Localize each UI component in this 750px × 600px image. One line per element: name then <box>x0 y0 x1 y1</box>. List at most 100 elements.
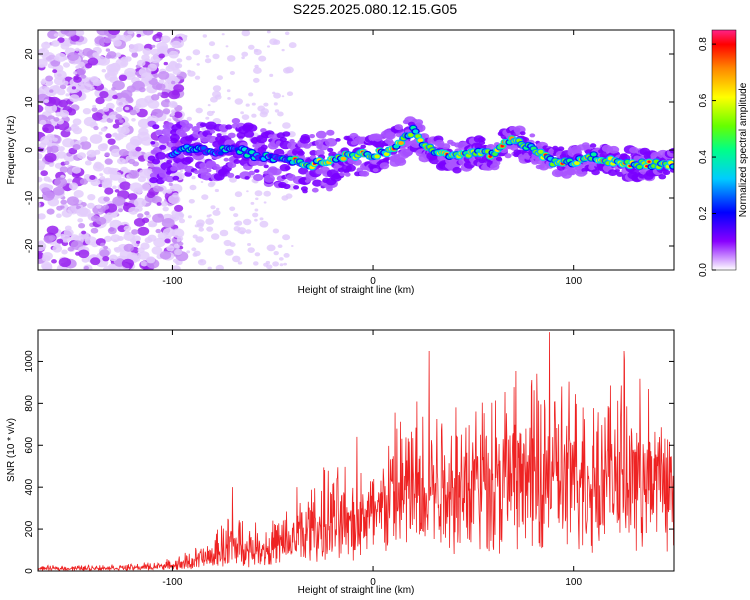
noise-blob <box>53 56 60 61</box>
noise-blob <box>175 262 180 265</box>
noise-blob <box>140 136 153 146</box>
ridge-blob <box>360 144 367 149</box>
noise-blob <box>254 218 258 222</box>
noise-blob <box>138 168 152 179</box>
noise-blob <box>196 63 200 66</box>
ridge-blob <box>263 174 275 183</box>
ridge-blob <box>165 175 175 183</box>
noise-blob <box>41 41 51 50</box>
noise-blob <box>90 227 99 234</box>
noise-blob <box>171 216 176 220</box>
ridge-blob <box>172 175 180 181</box>
ridge-blob <box>260 144 268 150</box>
noise-blob <box>53 33 59 37</box>
noise-blob <box>112 94 118 100</box>
noise-blob <box>128 158 136 165</box>
noise-blob <box>99 249 110 258</box>
noise-blob <box>164 238 171 244</box>
snr-series-line <box>38 332 674 571</box>
noise-blob <box>122 122 130 128</box>
noise-blob <box>152 222 157 227</box>
noise-blob <box>58 257 72 268</box>
noise-blob <box>235 220 243 226</box>
noise-blob <box>136 59 146 67</box>
noise-blob <box>102 178 112 186</box>
noise-blob <box>141 217 150 224</box>
noise-blob <box>148 223 153 227</box>
noise-blob <box>104 215 113 222</box>
noise-blob <box>60 199 67 205</box>
noise-blob <box>168 182 173 186</box>
snr-panel: -100 0 100 0 200 400 600 800 1000 Height of str… <box>6 329 675 596</box>
noise-blob <box>212 90 221 98</box>
ridge-blob <box>178 154 185 159</box>
noise-blob <box>105 48 111 52</box>
noise-blob <box>186 250 191 254</box>
ridge-blob <box>662 169 671 175</box>
noise-blob <box>159 250 172 260</box>
noise-blob <box>161 218 175 228</box>
noise-blob <box>99 173 104 177</box>
snr-y-label: SNR (10 * v/v) <box>6 418 17 482</box>
noise-blob <box>67 52 79 61</box>
colorbar: 0.0 0.2 0.4 0.6 0.8 Normalized spectral ampl… <box>698 29 749 277</box>
noise-blob <box>247 247 255 254</box>
noise-blob <box>229 206 236 212</box>
noise-blob <box>118 149 129 157</box>
noise-blob <box>38 153 43 160</box>
noise-blob <box>100 242 106 247</box>
ridge-blob <box>379 162 390 170</box>
ridge-blob <box>185 123 193 129</box>
noise-blob <box>128 170 140 179</box>
ridge-core-blob <box>408 133 414 137</box>
noise-blob <box>160 91 170 99</box>
noise-blob <box>177 43 182 48</box>
noise-blob <box>176 34 180 38</box>
noise-blob <box>102 114 108 120</box>
ridge-blob <box>414 119 424 126</box>
ridge-core <box>168 124 674 171</box>
noise-blob <box>103 245 108 250</box>
noise-blob <box>76 207 89 217</box>
x-tick-label: 100 <box>565 577 582 588</box>
noise-blob <box>273 251 279 256</box>
noise-blob <box>207 266 212 270</box>
noise-blob <box>285 193 293 199</box>
noise-blob <box>162 206 169 212</box>
colorbar-gradient <box>711 29 737 271</box>
noise-blob <box>94 161 102 168</box>
noise-blob <box>87 194 96 201</box>
noise-blob <box>127 30 134 35</box>
noise-blob <box>243 218 252 226</box>
ridge-blob <box>161 127 173 136</box>
noise-blob <box>212 209 221 216</box>
noise-blob <box>211 233 220 240</box>
colorbar-tick-label: 0.6 <box>698 93 709 107</box>
noise-blob <box>251 113 257 118</box>
ridge-blob <box>325 138 338 147</box>
ridge-core-blob <box>636 164 643 169</box>
figure-title: S225.2025.080.12.15.G05 <box>292 1 458 17</box>
noise-blob <box>90 76 99 83</box>
noise-blob <box>120 56 129 62</box>
noise-blob <box>208 41 216 47</box>
noise-blob <box>79 83 93 93</box>
noise-blob <box>128 206 139 215</box>
ridge-blob <box>223 157 229 162</box>
noise-blob <box>168 90 181 100</box>
noise-blob <box>248 44 255 50</box>
ridge-blob <box>326 129 335 136</box>
noise-blob <box>43 99 50 104</box>
noise-blob <box>259 217 264 221</box>
colorbar-tick-label: 0.2 <box>698 206 709 220</box>
noise-blob <box>202 34 207 38</box>
noise-blob <box>258 55 267 62</box>
noise-blob <box>283 67 291 74</box>
noise-blob <box>81 256 90 263</box>
ridge-blob <box>284 166 291 171</box>
snr-y-axis: 0 200 400 600 800 1000 <box>24 350 674 574</box>
noise-blob <box>117 236 124 241</box>
noise-blob <box>273 92 281 99</box>
ridge-blob <box>515 131 521 136</box>
